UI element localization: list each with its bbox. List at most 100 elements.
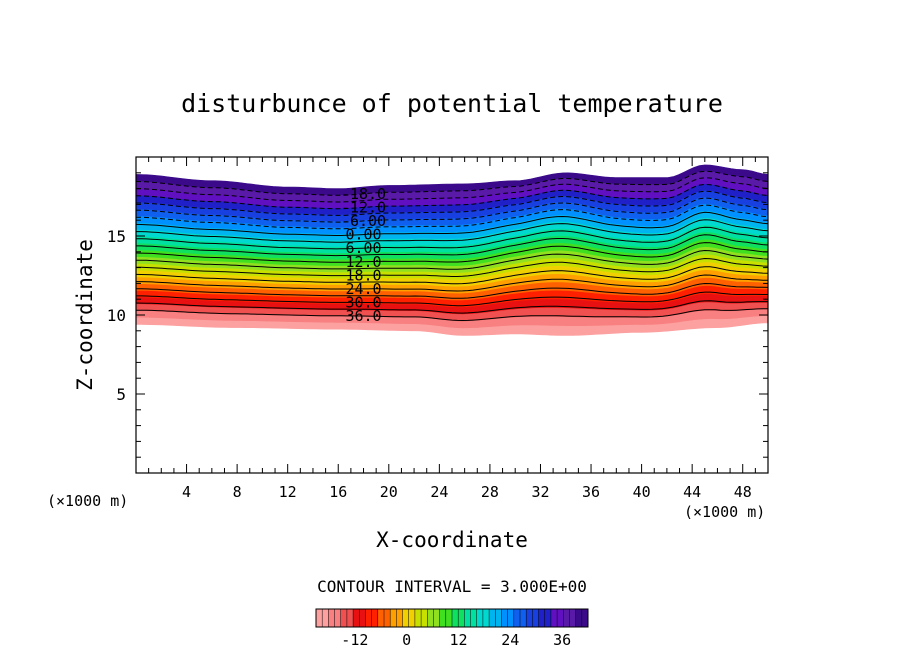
colorbar-swatch	[526, 609, 533, 627]
colorbar-swatch	[557, 609, 564, 627]
contour-label: 36.0	[345, 307, 381, 325]
colorbar-swatch	[408, 609, 416, 627]
colorbar-swatch	[427, 609, 434, 627]
contour-line	[136, 257, 769, 277]
contour-label: 18.0	[345, 266, 381, 284]
colorbar-swatch	[414, 609, 422, 627]
colorbar-swatch	[575, 609, 583, 627]
colorbar-swatch	[532, 609, 539, 627]
colorbar-swatch	[316, 609, 323, 627]
colorbar-swatch	[439, 609, 447, 627]
x-tick-label: 24	[430, 483, 448, 501]
contour-line	[135, 242, 769, 263]
contour-line	[135, 266, 769, 285]
colorbar-swatch	[550, 609, 558, 627]
colorbar-swatch	[470, 609, 478, 627]
colorbar-swatch	[322, 609, 329, 627]
contour-line	[136, 249, 769, 270]
colorbar-swatch	[520, 609, 527, 627]
colorbar-swatch	[365, 609, 372, 627]
colorbar-swatch	[384, 609, 391, 627]
contour-line	[135, 197, 769, 223]
colorbar-swatch	[396, 609, 403, 627]
colorbar-swatch	[507, 609, 515, 627]
colorbar-frame	[315, 608, 589, 628]
contour-label: 12.0	[345, 253, 381, 271]
x-tick-label: 36	[582, 483, 600, 501]
colorbar-swatch	[452, 609, 459, 627]
colorbar-swatch	[340, 609, 348, 627]
x-unit-left: (×1000 m)	[47, 492, 128, 510]
contour-label: 30.0	[345, 293, 381, 311]
x-tick-label: 28	[481, 483, 499, 501]
y-tick-label: 15	[107, 227, 126, 246]
contour-label: 6.00	[345, 239, 381, 257]
x-tick-label: 8	[233, 483, 242, 501]
colorbar	[316, 609, 589, 627]
colorbar-swatch	[328, 609, 335, 627]
colorbar-tick-label: 36	[553, 631, 571, 649]
contour-label: 24.0	[345, 280, 381, 298]
colorbar-swatch	[433, 609, 440, 627]
colorbar-swatch	[421, 609, 428, 627]
contour-line	[135, 300, 768, 314]
contour-line	[135, 211, 769, 236]
colorbar-swatch	[346, 609, 354, 627]
colorbar-swatch	[377, 609, 385, 627]
colorbar-swatch	[513, 609, 521, 627]
x-tick-label: 44	[683, 483, 701, 501]
colorbar-swatch	[476, 609, 484, 627]
colorbar-tick-label: 24	[501, 631, 519, 649]
colorbar-swatch	[538, 609, 546, 627]
colorbar-swatch	[544, 609, 552, 627]
x-unit-right: (×1000 m)	[684, 503, 765, 521]
colorbar-swatch	[581, 609, 589, 627]
colorbar-swatch	[495, 609, 502, 627]
colorbar-swatch	[334, 609, 342, 627]
contour-line	[135, 183, 769, 210]
colorbar-tick-label: 12	[449, 631, 467, 649]
y-axis-label: Z-coordinate	[73, 239, 97, 391]
contour-line	[136, 204, 769, 230]
x-tick-label: 12	[279, 483, 297, 501]
y-tick-label: 5	[116, 385, 126, 404]
chart-title: disturbunce of potential temperature	[181, 89, 723, 118]
contour-line	[136, 234, 769, 257]
contour-label: -18.0	[341, 185, 386, 203]
colorbar-swatch	[501, 609, 508, 627]
colorbar-swatch	[464, 609, 471, 627]
colorbar-swatch	[569, 609, 576, 627]
x-tick-label: 48	[734, 483, 752, 501]
colorbar-tick-label: 0	[402, 631, 411, 649]
contour-line	[135, 177, 769, 203]
x-axis-label: X-coordinate	[376, 528, 528, 552]
colorbar-swatch	[563, 609, 570, 627]
contour-line	[136, 219, 769, 243]
colorbar-swatch	[359, 609, 366, 627]
colorbar-tick-label: -12	[341, 631, 368, 649]
x-tick-label: 16	[329, 483, 347, 501]
contour-line	[136, 190, 769, 216]
contour-label: -6.00	[341, 212, 386, 230]
contour-interval-label: CONTOUR INTERVAL = 3.000E+00	[317, 577, 587, 596]
colorbar-swatch	[371, 609, 379, 627]
contour-line	[136, 291, 768, 307]
contour-line	[135, 282, 769, 299]
contour-line	[136, 308, 768, 322]
contour-line	[135, 170, 769, 196]
colorbar-swatch	[445, 609, 453, 627]
colorbar-swatch	[390, 609, 397, 627]
colorbar-swatch	[353, 609, 360, 627]
colorbar-ticks: -12 0 12 24 36	[341, 631, 571, 649]
contour-label: 0.00	[345, 226, 381, 244]
x-tick-label: 32	[531, 483, 549, 501]
contour-label: -12.0	[341, 198, 386, 216]
colorbar-swatch	[482, 609, 490, 627]
y-tick-label: 10	[107, 306, 126, 325]
contour-labels: -18.0-12.0-6.000.006.0012.018.024.030.03…	[341, 185, 386, 325]
colorbar-swatch	[489, 609, 496, 627]
x-tick-label: 20	[380, 483, 398, 501]
contour-lines	[135, 170, 769, 322]
